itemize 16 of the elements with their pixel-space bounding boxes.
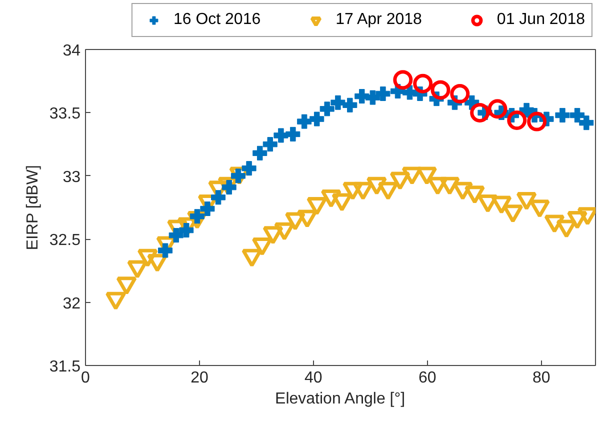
- legend-label: 01 Jun 2018: [496, 10, 585, 30]
- y-tick-label: 32.5: [49, 232, 81, 250]
- x-axis-title: Elevation Angle [°]: [275, 390, 406, 408]
- x-tick-label: 80: [532, 370, 550, 386]
- legend-label: 17 Apr 2018: [336, 10, 422, 30]
- y-tick-label: 32: [62, 295, 81, 312]
- y-tick-label: 34: [62, 42, 81, 60]
- x-tick-label: 0: [81, 370, 90, 386]
- y-axis-title: EIRP [dBW]: [24, 165, 42, 250]
- x-tick-label: 40: [304, 370, 322, 386]
- y-tick-label: 31.5: [49, 358, 81, 376]
- legend-label: 16 Oct 2016: [173, 10, 261, 30]
- y-tick-label: 33: [62, 168, 81, 186]
- x-tick-label: 60: [418, 370, 436, 386]
- y-tick-label: 33.5: [49, 106, 81, 123]
- x-tick-label: 20: [190, 370, 208, 386]
